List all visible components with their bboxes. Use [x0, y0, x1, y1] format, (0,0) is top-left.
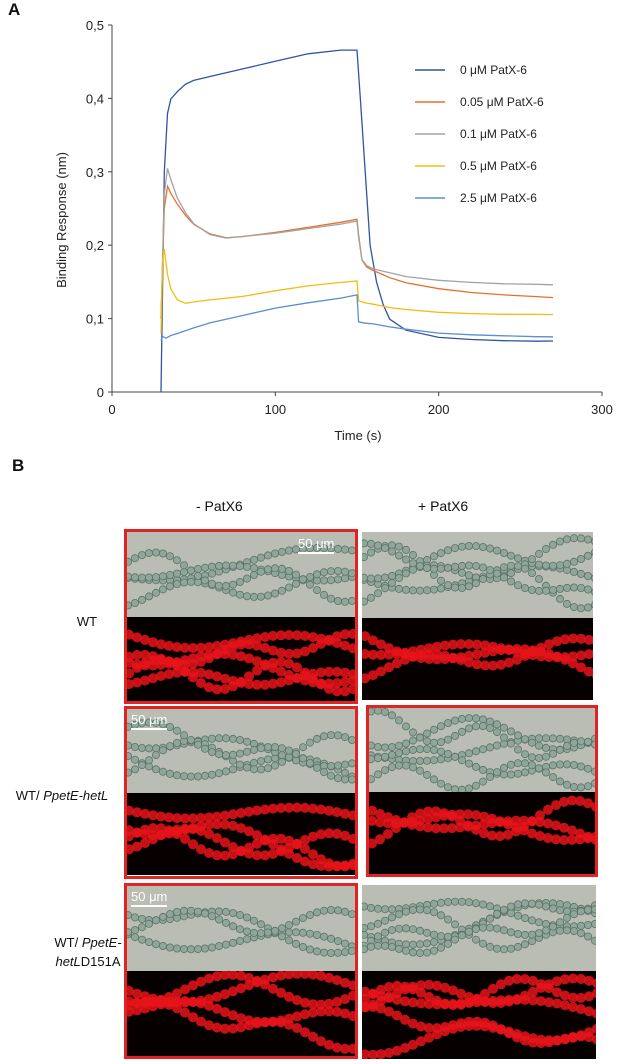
x-axis-label: Time (s): [334, 428, 381, 443]
panel-a-letter: A: [8, 0, 21, 19]
scale-bar-label: 50 μm: [131, 889, 168, 904]
filament-drawing: [362, 534, 593, 613]
row-label-hetl-d151a: WT/ PpetE-hetLD151A: [54, 935, 122, 969]
binding-response-chart: 0 100 200 300 0 0,1 0,2 0,3 0,4 0,5 0 μM PatX-6 0.…: [54, 18, 613, 443]
row-label-hetl: WT/ PpetE-hetL: [15, 788, 109, 803]
micrograph-d151a-plus-fluorescence: [362, 971, 596, 1059]
legend-label-2: 0.1 μM PatX-6: [460, 127, 537, 141]
x-tick-label: 300: [591, 402, 613, 417]
panel-b-letter: B: [12, 456, 25, 475]
y-axis-label: Binding Response (nm): [54, 152, 69, 288]
micrograph-wt-plus-brightfield: [362, 532, 593, 618]
micrograph-hetl-plus-brightfield: [369, 708, 595, 792]
series-line-4: [160, 294, 554, 341]
y-tick-label: 0,4: [86, 91, 104, 106]
micrograph-hetl-minus-brightfield: [126, 708, 356, 793]
filament-drawing: [362, 631, 593, 684]
x-tick-label: 200: [428, 402, 450, 417]
filament-drawing: [369, 708, 595, 792]
legend-label-3: 0.5 μM PatX-6: [460, 159, 537, 173]
series-line-3: [160, 248, 554, 334]
scale-bar-2: 50 μm: [131, 712, 168, 730]
filament-drawing: [362, 973, 596, 1059]
filament-drawing: [362, 897, 596, 958]
micrograph-d151a-minus-brightfield: [126, 885, 356, 971]
x-tick-label: 0: [108, 402, 115, 417]
scale-bar-label: 50 μm: [298, 536, 335, 551]
scale-bar-3: 50 μm: [131, 889, 168, 907]
micrograph-wt-minus-fluorescence: [126, 617, 356, 702]
row-label-wt: WT: [76, 614, 98, 629]
micrograph-d151a-minus-fluorescence: [126, 971, 356, 1057]
micrograph-hetl-plus-fluorescence: [369, 792, 595, 874]
x-tick-label: 100: [264, 402, 286, 417]
y-tick-label: 0,2: [86, 238, 104, 253]
legend-label-0: 0 μM PatX-6: [460, 63, 527, 77]
micrograph-hetl-minus-fluorescence: [126, 793, 356, 875]
micrograph-d151a-plus-brightfield: [362, 885, 596, 971]
y-tick-label: 0,1: [86, 312, 104, 327]
series-line-0: [160, 49, 554, 393]
legend-label-4: 2.5 μM PatX-6: [460, 191, 537, 205]
y-tick-label: 0,5: [86, 18, 104, 33]
micrograph-wt-minus-brightfield: [126, 531, 356, 617]
series-line-2: [160, 168, 554, 319]
y-tick-label: 0,3: [86, 165, 104, 180]
scale-bar-1: 50 μm: [298, 536, 335, 554]
filament-drawing: [126, 628, 356, 697]
filament-drawing: [126, 543, 356, 610]
legend-label-1: 0.05 μM PatX-6: [460, 95, 544, 109]
column-header-plus: + PatX6: [418, 498, 469, 514]
filament-drawing: [126, 905, 356, 958]
filament-drawing: [126, 802, 356, 872]
series-line-1: [160, 183, 554, 319]
filament-drawing: [126, 971, 356, 1054]
micrograph-wt-plus-fluorescence: [362, 618, 593, 700]
scale-bar-label: 50 μm: [131, 712, 168, 727]
filament-drawing: [369, 795, 595, 849]
filament-drawing: [126, 718, 356, 784]
y-tick-label: 0: [97, 385, 104, 400]
column-header-minus: - PatX6: [196, 498, 243, 514]
